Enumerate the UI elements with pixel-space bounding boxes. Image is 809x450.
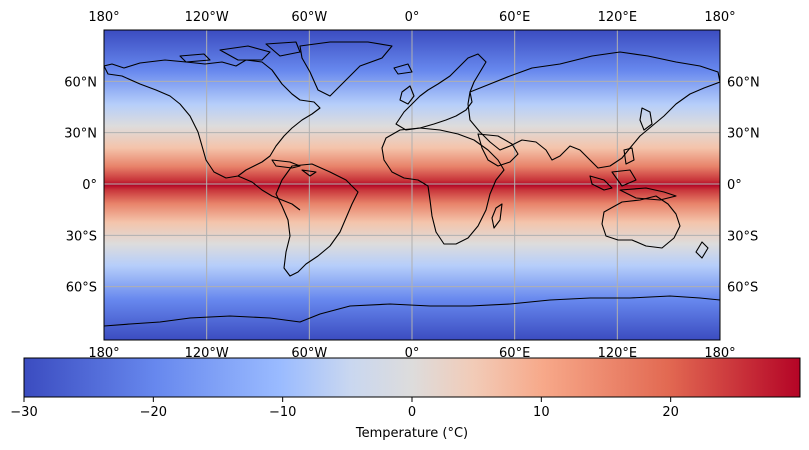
- north-america-outline: [104, 59, 321, 179]
- antarctica-outline: [104, 295, 720, 327]
- longitude-labels-bottom: 180° 120°W 60°W 0° 60°E 120°E 180°: [88, 346, 735, 361]
- lat-label-left: 30°N: [64, 127, 97, 142]
- europe-outline: [395, 53, 487, 131]
- colorbar-tick-label: 20: [662, 405, 679, 420]
- arctic-islands-outline: [179, 41, 301, 63]
- lon-label-bottom: 60°E: [499, 346, 530, 361]
- lat-label-left: 60°N: [64, 75, 97, 90]
- colorbar-tick-label: −10: [269, 405, 296, 420]
- lon-label-bottom: 60°W: [291, 346, 327, 361]
- lat-label-right: 60°S: [727, 281, 758, 296]
- lon-label-bottom: 120°W: [185, 346, 229, 361]
- lat-label-left: 30°S: [66, 229, 97, 244]
- colorbar-tick-label: −30: [10, 405, 37, 420]
- lon-label-bottom: 0°: [405, 346, 420, 361]
- lat-label-right: 30°S: [727, 229, 758, 244]
- colorbar: [23, 357, 801, 398]
- latitude-labels-left: 60°N 30°N 0° 30°S 60°S: [64, 75, 97, 295]
- caribbean-islands-outline: [271, 159, 317, 177]
- colorbar-ticks: −30 −20 −10 0 10 20: [10, 397, 679, 420]
- lat-label-right: 0°: [727, 178, 742, 193]
- longitude-labels-top: 180° 120°W 60°W 0° 60°E 120°E 180°: [88, 10, 735, 25]
- australia-outline: [601, 195, 681, 249]
- coastlines: [104, 41, 720, 327]
- japan-outline: [639, 107, 653, 131]
- lon-label-bottom: 180°: [704, 346, 735, 361]
- madagascar-outline: [491, 203, 503, 229]
- colorbar-label: Temperature (°C): [355, 426, 468, 441]
- sea-islands-outline: [589, 147, 677, 201]
- lon-label-top: 0°: [405, 10, 420, 25]
- colorbar-tick-label: 0: [408, 405, 416, 420]
- latitude-labels-right: 60°N 30°N 0° 30°S 60°S: [727, 75, 760, 295]
- lon-label-top: 120°E: [598, 10, 638, 25]
- arabia-outline: [477, 133, 519, 167]
- central-america-outline: [237, 175, 301, 211]
- colorbar-tick-label: 10: [533, 405, 550, 420]
- lon-label-top: 60°W: [291, 10, 327, 25]
- lon-label-top: 180°: [88, 10, 119, 25]
- map-frame: [103, 29, 721, 341]
- africa-outline: [381, 127, 505, 245]
- gridlines: [104, 30, 720, 340]
- new-zealand-outline: [695, 241, 709, 259]
- south-america-outline: [275, 163, 359, 277]
- lat-label-right: 60°N: [727, 75, 760, 90]
- greenland-outline: [299, 41, 393, 97]
- colorbar-tick-label: −20: [140, 405, 167, 420]
- lat-label-right: 30°N: [727, 127, 760, 142]
- lat-label-left: 0°: [82, 178, 97, 193]
- lon-label-bottom: 180°: [88, 346, 119, 361]
- lon-label-bottom: 120°E: [598, 346, 638, 361]
- british-isles-outline: [393, 63, 415, 105]
- lon-label-top: 60°E: [499, 10, 530, 25]
- lon-label-top: 180°: [704, 10, 735, 25]
- lon-label-top: 120°W: [185, 10, 229, 25]
- lat-label-left: 60°S: [66, 281, 97, 296]
